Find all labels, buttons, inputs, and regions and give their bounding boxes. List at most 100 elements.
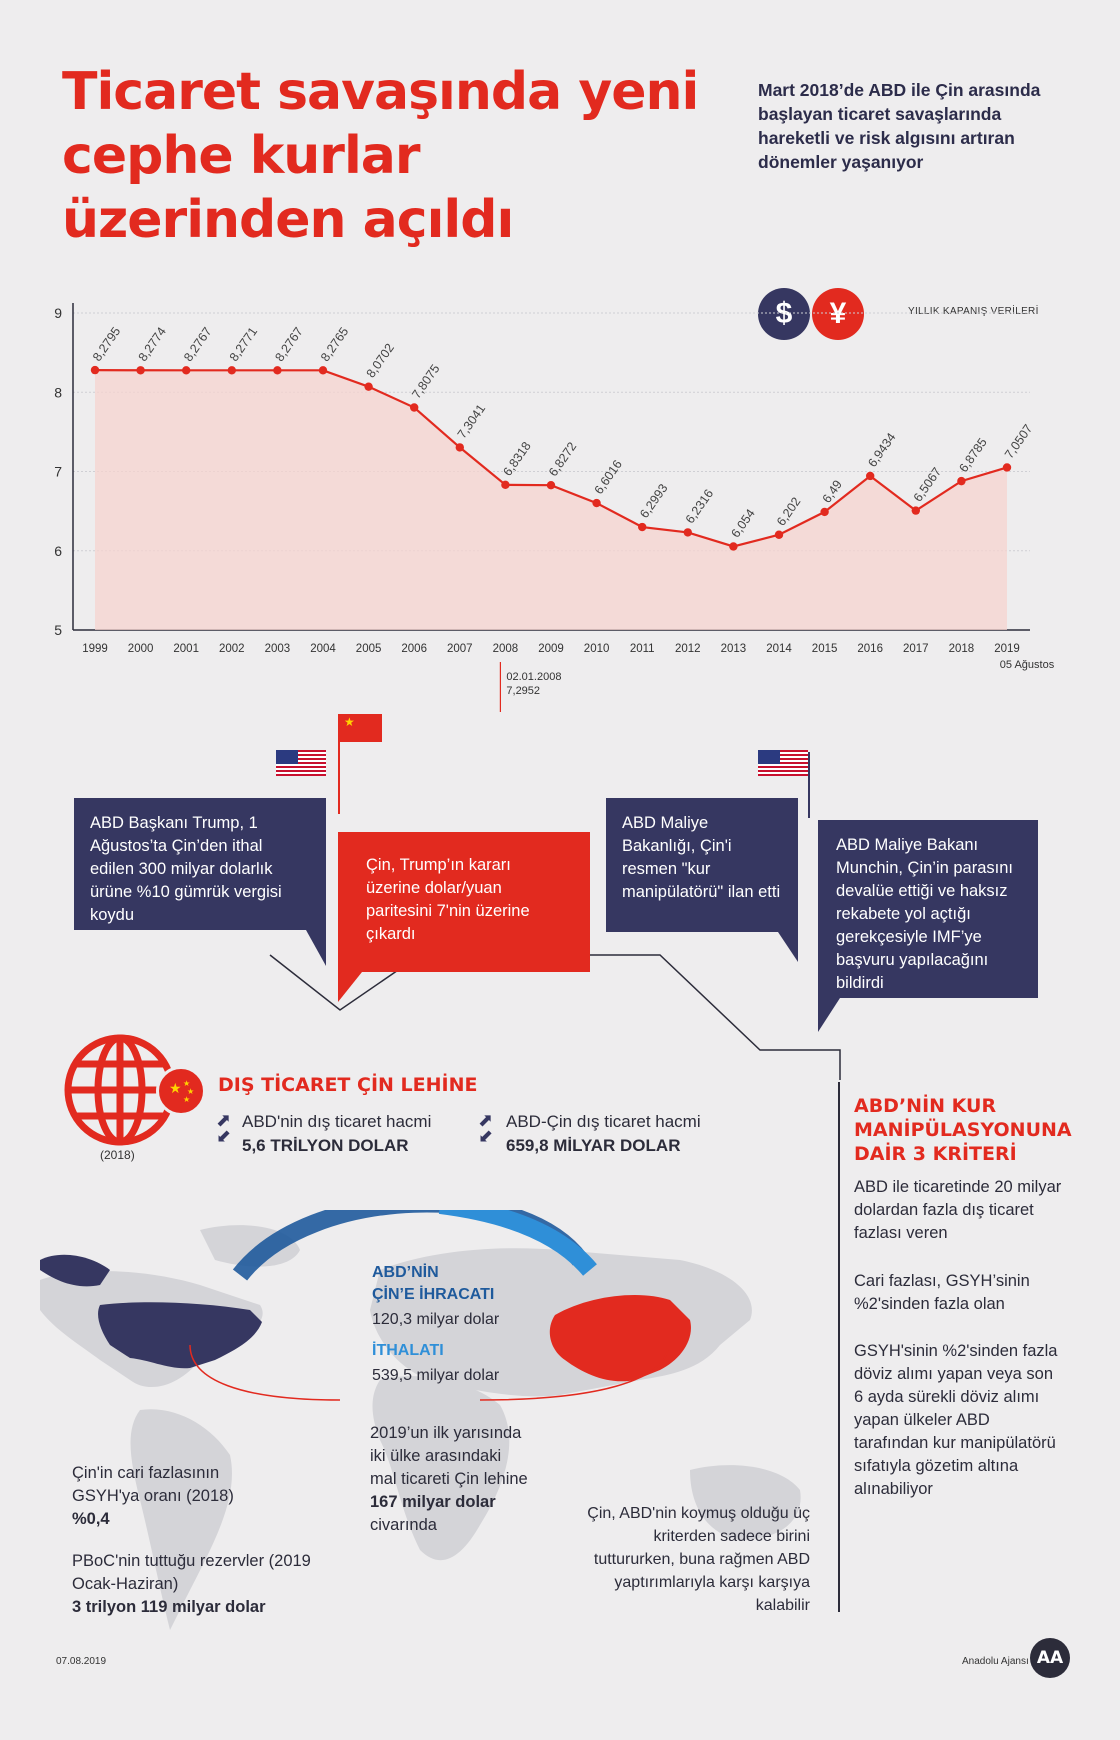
us-flag-icon (758, 750, 808, 776)
data-point (683, 528, 692, 537)
world-map (40, 1210, 801, 1630)
flag-pole (808, 752, 810, 818)
annotation-date: 02.01.2008 (506, 671, 561, 683)
trade-title: DIŞ TİCARET ÇİN LEHİNE (218, 1074, 478, 1096)
data-label: 6,6016 (592, 457, 625, 496)
mid-trade-text: 2019’un ilk yarısında iki ülke arasındak… (370, 1424, 528, 1488)
series-area (95, 370, 1007, 630)
data-point (182, 366, 191, 375)
data-point (227, 366, 236, 375)
bubble-tail (778, 932, 798, 962)
page-title: Ticaret savaşında yeni cephe kurlar üzer… (62, 62, 699, 250)
usa-shape (98, 1302, 262, 1369)
data-label: 6,8318 (500, 439, 533, 478)
bubble-tail (818, 998, 840, 1032)
trade-arrows-icon: ⬈ ⬋ (478, 1110, 494, 1146)
export-value: 120,3 milyar dolar (372, 1311, 500, 1328)
data-label: 8,0702 (364, 341, 397, 380)
china-note: Çin, ABD'nin koymuş olduğu üç kriterden … (587, 1505, 810, 1614)
bubble-tail (338, 972, 362, 1002)
x-tick-label: 2014 (766, 643, 792, 655)
data-point (318, 366, 328, 375)
chart-note: YILLIK KAPANIŞ VERİLERİ (908, 306, 1039, 317)
criteria-title: ABD’NİN KUR MANİPÜLASYONUNA DAİR 3 KRİTE… (854, 1095, 1072, 1165)
pboc-label: PBoC'nin tuttuğu rezervler (2019 Ocak-Ha… (72, 1552, 311, 1593)
data-label: 8,2774 (136, 325, 169, 364)
x-tick-label: 2002 (219, 643, 245, 655)
trade-arrows-icon: ⬈ ⬋ (216, 1110, 232, 1146)
annotation-value: 7,2952 (506, 685, 540, 697)
x-tick-sublabel: 05 Ağustos (1000, 659, 1055, 671)
data-point (501, 480, 510, 490)
data-point (592, 498, 601, 508)
x-tick-label: 2008 (493, 643, 519, 655)
data-label: 7,0507 (1002, 422, 1035, 461)
criteria-item: GSYH'sinin %2'sinden fazla döviz alımı y… (854, 1342, 1058, 1498)
x-tick-label: 2004 (310, 643, 336, 655)
export-title-line1: ABD’NİN (372, 1264, 439, 1281)
data-point (911, 506, 920, 515)
y-tick-label: 8 (54, 384, 62, 400)
pboc-value: 3 trilyon 119 milyar dolar (72, 1598, 266, 1616)
x-tick-label: 2005 (356, 643, 382, 655)
dollar-icon: $ (758, 288, 810, 340)
mid-trade-tail: civarında (370, 1516, 437, 1534)
trade-stat-label: ABD-Çin dış ticaret hacmi (506, 1112, 701, 1131)
timeline-bubble-mnuchin: ABD Maliye Bakanı Munchin, Çin’in parası… (818, 820, 1038, 998)
yuan-icon: ¥ (812, 288, 864, 340)
export-title-line2: ÇİN’E İHRACATI (372, 1286, 495, 1303)
footer-date: 07.08.2019 (56, 1656, 107, 1667)
cari-label: Çin'in cari fazlasının GSYH'ya oranı (20… (72, 1464, 234, 1505)
criteria-item: Cari fazlası, GSYH’sinin %2'sinden fazla… (854, 1272, 1030, 1313)
china-flag-icon: ★ (340, 714, 382, 742)
criteria-item: ABD ile ticaretinde 20 milyar dolardan f… (854, 1178, 1062, 1242)
mid-trade-bold: 167 milyar dolar (370, 1493, 496, 1511)
x-tick-label: 2015 (812, 643, 838, 655)
data-point (638, 522, 647, 532)
cari-value: %0,4 (72, 1510, 110, 1528)
data-label: 6,2316 (683, 487, 716, 526)
y-tick-label: 6 (54, 543, 62, 559)
china-coin-icon: ★ ★ ★ ★ (156, 1066, 206, 1116)
data-label: 8,2767 (181, 325, 214, 364)
trade-year: (2018) (100, 1148, 135, 1162)
data-point (729, 542, 738, 551)
data-label: 6,9434 (865, 430, 898, 469)
x-tick-label: 2016 (857, 643, 883, 655)
x-tick-label: 2010 (584, 643, 610, 655)
flag-pole (338, 714, 340, 814)
export-title: ABD’NİN ÇİN’E İHRACATI (372, 1262, 494, 1306)
data-label: 8,2765 (318, 325, 351, 364)
data-label: 6,8272 (546, 440, 579, 479)
exchange-rate-chart: 9 8 7 6 5 8,2795 1999 8,2774 2000 8,2767 2001 8,277… (54, 303, 1055, 712)
x-tick-label: 2011 (630, 643, 655, 655)
data-point (866, 471, 875, 481)
data-point (455, 443, 464, 452)
data-point (273, 366, 282, 375)
timeline-bubble-treasury: ABD Maliye Bakanlığı, Çin'i resmen "kur … (606, 798, 798, 932)
x-tick-label: 2000 (128, 643, 154, 655)
x-tick-label: 2006 (401, 643, 427, 655)
china-shape (549, 1295, 691, 1382)
import-value: 539,5 milyar dolar (372, 1367, 500, 1384)
x-tick-label: 2018 (949, 643, 975, 655)
data-point (90, 365, 100, 375)
data-point (774, 530, 784, 539)
footer-source: Anadolu Ajansı (962, 1656, 1029, 1667)
trade-stat-value: 5,6 TRİLYON DOLAR (242, 1136, 409, 1155)
y-tick-label: 9 (54, 305, 62, 321)
x-tick-label: 2013 (721, 643, 747, 655)
x-tick-label: 2017 (903, 643, 929, 655)
x-tick-label: 2019 (994, 643, 1020, 655)
data-point (1002, 463, 1012, 472)
x-tick-label: 2003 (265, 643, 291, 655)
data-label: 8,2771 (227, 325, 260, 364)
data-point (820, 507, 829, 517)
data-label: 6,202 (774, 495, 803, 529)
data-label: 7,8075 (409, 362, 442, 401)
data-label: 6,054 (728, 506, 757, 540)
x-tick-label: 2012 (675, 643, 701, 655)
mid-trade-note: 2019’un ilk yarısında iki ülke arasındak… (370, 1422, 530, 1537)
data-point (957, 476, 966, 486)
x-tick-label: 1999 (82, 643, 108, 655)
